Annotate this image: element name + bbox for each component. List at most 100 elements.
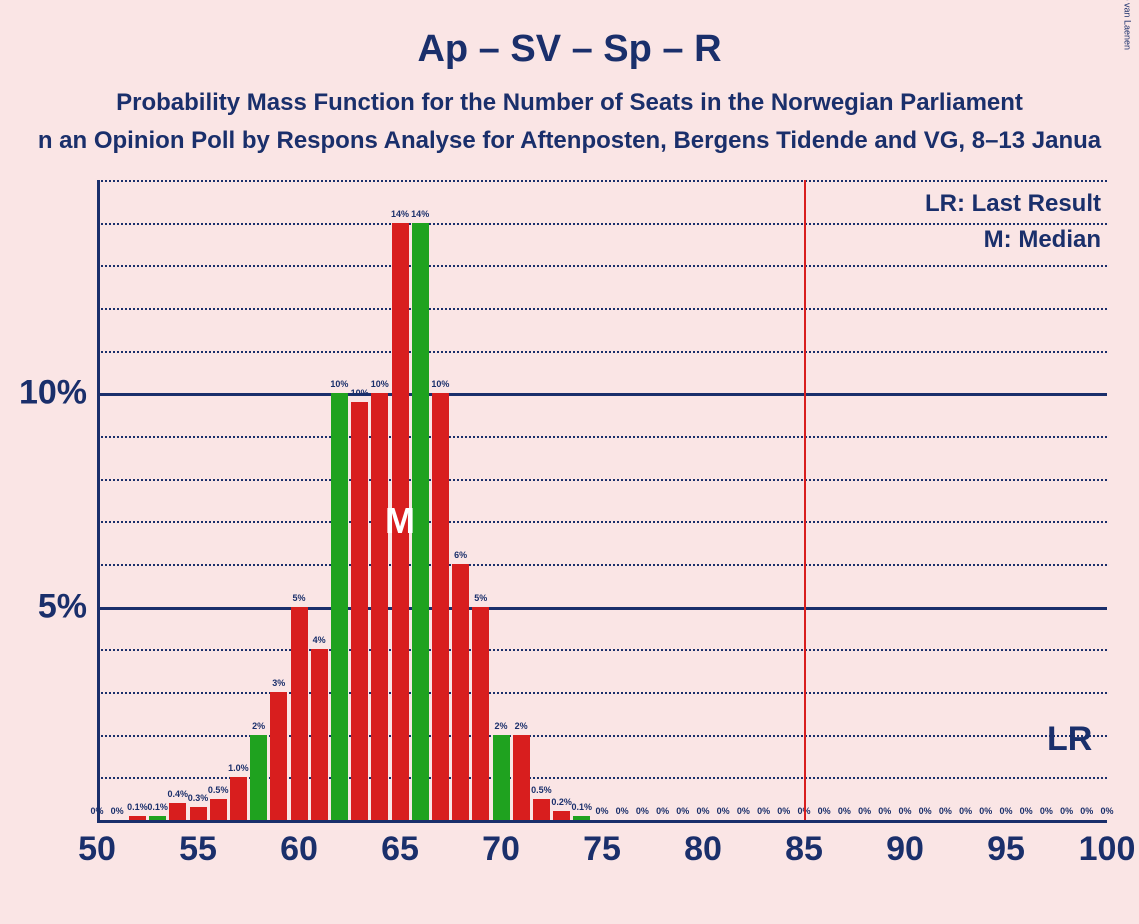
gridline-minor [97,351,1107,353]
gridline-minor [97,180,1107,182]
bar-value-label: 0.5% [531,785,552,795]
chart-legend: LR: Last Result M: Median [925,190,1101,262]
x-axis-label: 80 [684,830,722,869]
x-axis-label: 70 [482,830,520,869]
bar-value-label: 14% [391,209,409,219]
gridline-minor [97,692,1107,694]
gridline-minor [97,521,1107,523]
bar-value-label: 6% [454,550,467,560]
bar-value-label: 5% [292,593,305,603]
x-axis-label: 60 [280,830,318,869]
bar-value-label: 0% [999,806,1012,816]
last-result-label: LR [1047,720,1092,759]
bar-value-label: 10% [371,379,389,389]
bar-value-label: 0% [838,806,851,816]
x-axis-label: 55 [179,830,217,869]
x-axis-label: 90 [886,830,924,869]
bar-value-label: 0% [111,806,124,816]
bar-value-label: 0% [757,806,770,816]
bar-value-label: 2% [494,721,507,731]
gridline-major [97,607,1107,610]
bar-value-label: 0% [1020,806,1033,816]
plot-area: LR: Last Result M: Median 5%10%505560657… [97,180,1107,820]
bar-value-label: 0% [919,806,932,816]
gridline-major [97,393,1107,396]
y-axis-label: 10% [19,374,87,413]
bar-value-label: 1.0% [228,763,249,773]
bar-value-label: 0% [939,806,952,816]
bar-value-label: 0% [979,806,992,816]
bar-value-label: 4% [313,635,326,645]
chart-subtitle-1: Probability Mass Function for the Number… [0,89,1139,117]
bar: 10% [351,402,368,820]
bar-value-label: 0.1% [147,802,168,812]
bar: 6% [452,564,469,820]
bar-value-label: 0% [858,806,871,816]
bar: 2% [513,735,530,820]
bar: 0.2% [553,811,570,820]
x-axis-label: 65 [381,830,419,869]
bar-value-label: 0% [818,806,831,816]
bar-value-label: 0% [777,806,790,816]
bar-value-label: 5% [474,593,487,603]
bar-value-label: 0% [717,806,730,816]
bar-value-label: 0% [656,806,669,816]
gridline-minor [97,223,1107,225]
legend-lr: LR: Last Result [925,190,1101,218]
gridline-minor [97,479,1107,481]
median-label: M [385,500,415,542]
bar: 2% [250,735,267,820]
x-axis-label: 50 [78,830,116,869]
bar-value-label: 0% [1060,806,1073,816]
bar-value-label: 0% [636,806,649,816]
last-result-line [804,180,806,820]
bar: 5% [291,607,308,820]
bar: 10% [432,393,449,820]
x-axis-label: 85 [785,830,823,869]
bar-value-label: 3% [272,678,285,688]
bar-value-label: 2% [252,721,265,731]
bar-value-label: 0% [898,806,911,816]
bar-value-label: 0% [616,806,629,816]
bar: 0.5% [533,799,550,820]
bar: 10% [331,393,348,820]
bar: 0.4% [169,803,186,820]
bar: 3% [270,692,287,820]
gridline-minor [97,777,1107,779]
bar-value-label: 10% [431,379,449,389]
bar-value-label: 14% [411,209,429,219]
bar-value-label: 0.3% [188,793,209,803]
x-axis-label: 95 [987,830,1025,869]
bar-value-label: 0.1% [572,802,593,812]
bar-value-label: 0% [1040,806,1053,816]
bar-value-label: 0.4% [168,789,189,799]
x-axis-label: 75 [583,830,621,869]
bar-value-label: 0% [878,806,891,816]
bar: 0.5% [210,799,227,820]
bar-value-label: 0% [1080,806,1093,816]
bar-value-label: 0.5% [208,785,229,795]
gridline-minor [97,735,1107,737]
y-axis-label: 5% [38,587,87,626]
gridline-minor [97,265,1107,267]
bar: 5% [472,607,489,820]
bar: 10% [371,393,388,820]
gridline-minor [97,308,1107,310]
bar-value-label: 10% [330,379,348,389]
bar-value-label: 0% [595,806,608,816]
x-axis [97,820,1107,823]
chart-subtitle-2: n an Opinion Poll by Respons Analyse for… [0,127,1139,155]
bar-value-label: 0.1% [127,802,148,812]
copyright-text: © 2025 Filip van Laenen [1123,0,1133,50]
y-axis [97,180,100,820]
bar: 1.0% [230,777,247,820]
gridline-minor [97,564,1107,566]
gridline-minor [97,436,1107,438]
bar-value-label: 10% [351,388,369,398]
bar-value-label: 0.2% [551,797,572,807]
chart-title: Ap – SV – Sp – R [0,0,1139,71]
bar-value-label: 0% [959,806,972,816]
pmf-chart: LR: Last Result M: Median 5%10%505560657… [97,180,1107,820]
bar: 0.3% [190,807,207,820]
gridline-minor [97,649,1107,651]
